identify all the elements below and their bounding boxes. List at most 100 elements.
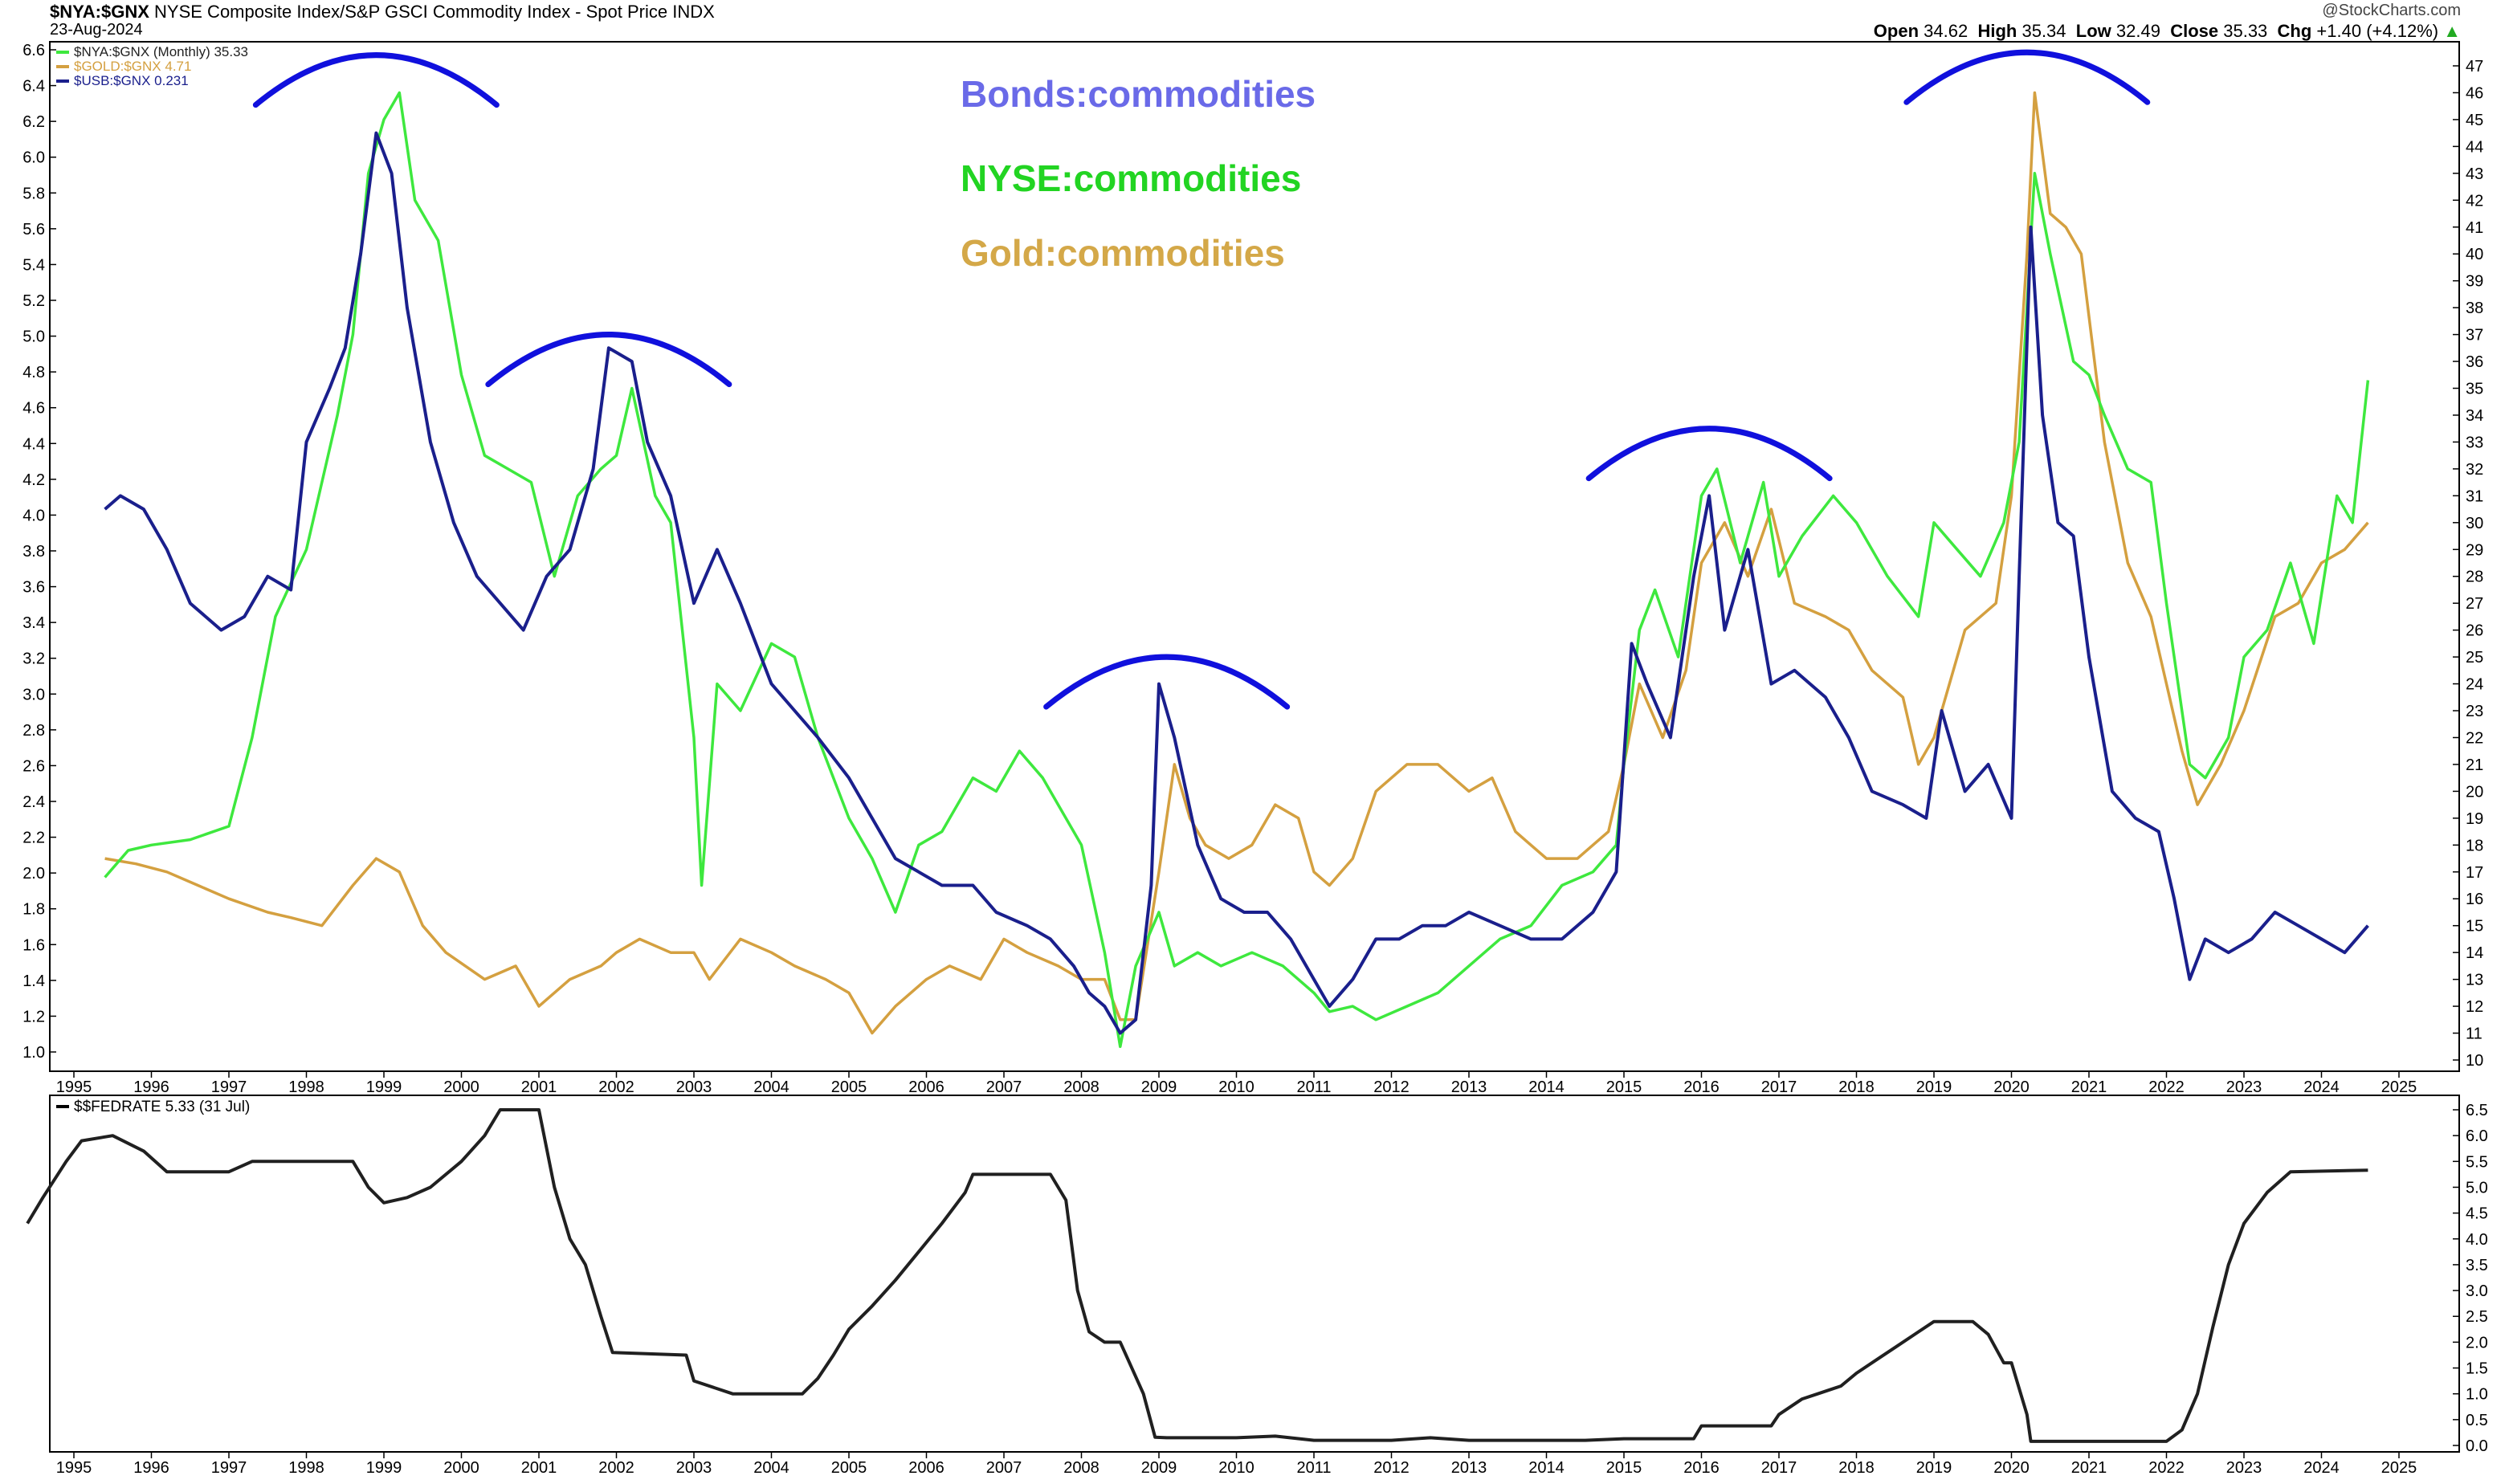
left-tick-label: 5.6 (22, 221, 45, 238)
x-tick-label: 2001 (521, 1459, 557, 1477)
x-tick-label: 2011 (1296, 1078, 1331, 1096)
right-tick-label: 38 (2466, 300, 2483, 317)
fedrate-tick-label: 6.0 (2466, 1127, 2488, 1145)
chart-header-left: $NYA:$GNX NYSE Composite Index/S&P GSCI … (50, 2, 715, 22)
peak-arcs (252, 49, 2151, 710)
x-tick-label: 1999 (366, 1459, 402, 1477)
x-tick-label: 2005 (831, 1078, 867, 1096)
right-tick-label: 36 (2466, 353, 2483, 371)
left-tick-label: 2.2 (22, 830, 45, 847)
x-tick-label: 1998 (288, 1459, 324, 1477)
right-tick-label: 41 (2466, 219, 2483, 237)
peak-arc (252, 52, 500, 108)
right-tick-label: 32 (2466, 461, 2483, 479)
right-tick-label: 27 (2466, 595, 2483, 613)
right-tick-label: 25 (2466, 649, 2483, 667)
symbol-label: $NYA:$GNX (50, 2, 149, 22)
right-tick-label: 13 (2466, 972, 2483, 989)
left-tick-label: 4.0 (22, 507, 45, 524)
left-tick-label: 3.8 (22, 543, 45, 561)
x-tick-label: 2012 (1373, 1459, 1410, 1477)
main-left-axis: 1.0 1.2 1.4 1.6 1.8 2.0 2.2 2.4 2.6 2.8 3.0 3.2 3.4 3… (22, 42, 56, 1062)
right-tick-label: 21 (2466, 756, 2483, 774)
legend-entry: $GOLD:$GNX 4.71 (74, 59, 191, 74)
left-tick-label: 1.0 (22, 1044, 45, 1062)
fedrate-tick-label: 1.5 (2466, 1360, 2488, 1378)
left-tick-label: 1.6 (22, 936, 45, 954)
fedrate-tick-label: 1.0 (2466, 1386, 2488, 1404)
high-value: 35.34 (2021, 21, 2066, 41)
left-tick-label: 1.8 (22, 901, 45, 919)
open-label: Open (1873, 21, 1919, 41)
x-tick-label: 2019 (1916, 1459, 1952, 1477)
x-tick-label: 1996 (133, 1459, 169, 1477)
left-tick-label: 6.4 (22, 78, 45, 96)
right-tick-label: 44 (2466, 138, 2483, 156)
right-tick-label: 18 (2466, 837, 2483, 854)
left-tick-label: 5.0 (22, 328, 45, 346)
close-label: Close (2170, 21, 2219, 41)
x-tick-label: 1997 (211, 1078, 247, 1096)
fedrate-legend: $$FEDRATE 5.33 (31 Jul) (56, 1099, 250, 1115)
fedrate-tick-label: 4.5 (2466, 1205, 2488, 1223)
x-tick-label: 2009 (1141, 1078, 1177, 1096)
left-tick-label: 6.6 (22, 42, 45, 59)
right-tick-label: 37 (2466, 327, 2483, 344)
chg-value: +1.40 (+4.12%) (2316, 21, 2439, 41)
x-tick-label: 1996 (133, 1078, 169, 1096)
right-tick-label: 14 (2466, 944, 2483, 962)
left-tick-label: 1.2 (22, 1008, 45, 1025)
x-tick-label: 2000 (443, 1459, 479, 1477)
left-tick-label: 4.2 (22, 471, 45, 489)
right-tick-label: 31 (2466, 487, 2483, 505)
x-tick-label: 2010 (1218, 1078, 1254, 1096)
x-tick-label: 2013 (1451, 1459, 1487, 1477)
x-tick-label: 2012 (1373, 1078, 1410, 1096)
symbol-description: NYSE Composite Index/S&P GSCI Commodity … (154, 2, 668, 22)
peak-arc (485, 332, 732, 388)
x-tick-label: 2006 (908, 1459, 944, 1477)
chg-label: Chg (2277, 21, 2312, 41)
x-tick-label: 2008 (1063, 1078, 1099, 1096)
exchange-label: INDX (672, 2, 715, 22)
x-tick-label: 1999 (366, 1078, 402, 1096)
right-tick-label: 34 (2466, 407, 2483, 425)
left-tick-label: 6.0 (22, 149, 45, 167)
right-tick-label: 15 (2466, 918, 2483, 936)
fedrate-tick-label: 3.5 (2466, 1257, 2488, 1274)
x-tick-label: 2001 (521, 1078, 557, 1096)
x-tick-label: 2009 (1141, 1459, 1177, 1477)
peak-arc (1903, 49, 2151, 105)
fedrate-tick-label: 5.5 (2466, 1153, 2488, 1171)
open-value: 34.62 (1924, 21, 1968, 41)
x-tick-label: 2002 (598, 1078, 634, 1096)
annotation-nyse: NYSE:commodities (961, 157, 1302, 199)
x-tick-label: 2021 (2071, 1459, 2107, 1477)
right-tick-label: 43 (2466, 165, 2483, 183)
x-tick-label: 2004 (753, 1078, 789, 1096)
x-tick-label: 2003 (676, 1459, 712, 1477)
left-tick-label: 3.4 (22, 614, 45, 632)
x-tick-label: 2016 (1683, 1078, 1720, 1096)
x-tick-label: 2005 (831, 1459, 867, 1477)
x-tick-label: 2007 (986, 1459, 1022, 1477)
x-tick-label: 2020 (1993, 1078, 2030, 1096)
legend-entry: $USB:$GNX 0.231 (74, 73, 189, 88)
fedrate-panel-frame (49, 1095, 2460, 1453)
right-tick-label: 46 (2466, 84, 2483, 102)
right-tick-label: 23 (2466, 703, 2483, 720)
main-right-axis: 10 11 12 13 14 15 16 17 18 19 20 21 22 23 24 25 26 27 28 29… (2453, 58, 2483, 1070)
left-tick-label: 3.2 (22, 650, 45, 668)
fedrate-tick-label: 4.0 (2466, 1231, 2488, 1249)
x-tick-label: 2019 (1916, 1078, 1952, 1096)
x-tick-label: 2015 (1606, 1459, 1642, 1477)
left-tick-label: 5.8 (22, 185, 45, 202)
x-tick-label: 2020 (1993, 1459, 2030, 1477)
right-tick-label: 24 (2466, 676, 2483, 694)
x-tick-label: 2025 (2381, 1078, 2417, 1096)
fedrate-right-axis: 0.0 0.5 1.0 1.5 2.0 2.5 3.0 3.5 4.0 4.5 5.0 5.5 6.0 6… (2453, 1102, 2488, 1455)
series-line-fedrate (26, 1108, 2368, 1443)
left-tick-label: 2.4 (22, 793, 45, 811)
fedrate-x-axis: 1995 1996 1997 1998 1999 2000 2001 2002 2003 2004… (56, 1452, 2417, 1477)
x-tick-label: 2023 (2226, 1078, 2262, 1096)
